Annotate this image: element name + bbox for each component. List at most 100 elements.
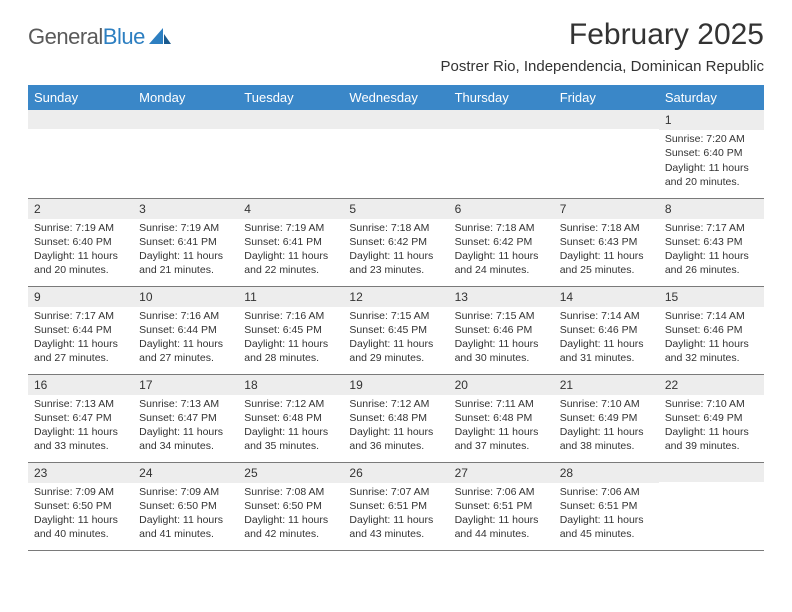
- day-line: Sunrise: 7:07 AM: [349, 485, 442, 499]
- day-number: 11: [238, 287, 343, 307]
- logo-text-general: General: [28, 24, 103, 49]
- location-subtitle: Postrer Rio, Independencia, Dominican Re…: [440, 58, 764, 75]
- day-content: Sunrise: 7:09 AMSunset: 6:50 PMDaylight:…: [28, 483, 133, 546]
- calendar-week-row: 23Sunrise: 7:09 AMSunset: 6:50 PMDayligh…: [28, 462, 764, 550]
- day-number: [659, 463, 764, 482]
- day-line: Daylight: 11 hours and 45 minutes.: [560, 513, 653, 541]
- calendar-week-row: 9Sunrise: 7:17 AMSunset: 6:44 PMDaylight…: [28, 286, 764, 374]
- day-number: 19: [343, 375, 448, 395]
- calendar-day-cell: 22Sunrise: 7:10 AMSunset: 6:49 PMDayligh…: [659, 374, 764, 462]
- calendar-day-cell: 16Sunrise: 7:13 AMSunset: 6:47 PMDayligh…: [28, 374, 133, 462]
- day-line: Daylight: 11 hours and 24 minutes.: [455, 249, 548, 277]
- day-number: 12: [343, 287, 448, 307]
- day-content: Sunrise: 7:19 AMSunset: 6:40 PMDaylight:…: [28, 219, 133, 282]
- day-line: Sunrise: 7:17 AM: [34, 309, 127, 323]
- calendar-day-cell: 10Sunrise: 7:16 AMSunset: 6:44 PMDayligh…: [133, 286, 238, 374]
- day-number: 21: [554, 375, 659, 395]
- calendar-day-cell: 24Sunrise: 7:09 AMSunset: 6:50 PMDayligh…: [133, 462, 238, 550]
- day-line: Sunrise: 7:12 AM: [349, 397, 442, 411]
- day-line: Sunrise: 7:10 AM: [665, 397, 758, 411]
- day-content: Sunrise: 7:18 AMSunset: 6:42 PMDaylight:…: [449, 219, 554, 282]
- day-number: 25: [238, 463, 343, 483]
- day-content: Sunrise: 7:10 AMSunset: 6:49 PMDaylight:…: [554, 395, 659, 458]
- day-number: 15: [659, 287, 764, 307]
- day-line: Sunset: 6:40 PM: [34, 235, 127, 249]
- day-line: Sunrise: 7:12 AM: [244, 397, 337, 411]
- day-content: Sunrise: 7:08 AMSunset: 6:50 PMDaylight:…: [238, 483, 343, 546]
- calendar-day-cell: 23Sunrise: 7:09 AMSunset: 6:50 PMDayligh…: [28, 462, 133, 550]
- calendar-day-cell: 19Sunrise: 7:12 AMSunset: 6:48 PMDayligh…: [343, 374, 448, 462]
- calendar-day-cell: 2Sunrise: 7:19 AMSunset: 6:40 PMDaylight…: [28, 198, 133, 286]
- day-content: Sunrise: 7:13 AMSunset: 6:47 PMDaylight:…: [133, 395, 238, 458]
- day-number: 9: [28, 287, 133, 307]
- calendar-page: GeneralBlue February 2025 Postrer Rio, I…: [0, 0, 792, 561]
- day-number: [133, 110, 238, 129]
- calendar-day-cell: [554, 110, 659, 198]
- day-number: 18: [238, 375, 343, 395]
- day-line: Sunset: 6:46 PM: [665, 323, 758, 337]
- calendar-day-cell: 26Sunrise: 7:07 AMSunset: 6:51 PMDayligh…: [343, 462, 448, 550]
- calendar-day-cell: 14Sunrise: 7:14 AMSunset: 6:46 PMDayligh…: [554, 286, 659, 374]
- day-line: Daylight: 11 hours and 35 minutes.: [244, 425, 337, 453]
- day-line: Sunrise: 7:20 AM: [665, 132, 758, 146]
- day-line: Sunrise: 7:19 AM: [34, 221, 127, 235]
- day-line: Sunrise: 7:18 AM: [349, 221, 442, 235]
- day-line: Sunset: 6:51 PM: [455, 499, 548, 513]
- day-line: Daylight: 11 hours and 42 minutes.: [244, 513, 337, 541]
- day-line: Sunrise: 7:08 AM: [244, 485, 337, 499]
- day-number: 24: [133, 463, 238, 483]
- logo-text: GeneralBlue: [28, 24, 145, 50]
- day-line: Daylight: 11 hours and 40 minutes.: [34, 513, 127, 541]
- day-line: Daylight: 11 hours and 27 minutes.: [139, 337, 232, 365]
- day-line: Sunrise: 7:18 AM: [560, 221, 653, 235]
- day-line: Sunset: 6:43 PM: [560, 235, 653, 249]
- day-line: Daylight: 11 hours and 36 minutes.: [349, 425, 442, 453]
- day-content: Sunrise: 7:06 AMSunset: 6:51 PMDaylight:…: [449, 483, 554, 546]
- day-content: Sunrise: 7:19 AMSunset: 6:41 PMDaylight:…: [238, 219, 343, 282]
- day-line: Sunrise: 7:09 AM: [34, 485, 127, 499]
- day-number: 2: [28, 199, 133, 219]
- day-line: Sunrise: 7:15 AM: [349, 309, 442, 323]
- calendar-day-cell: 11Sunrise: 7:16 AMSunset: 6:45 PMDayligh…: [238, 286, 343, 374]
- calendar-day-cell: 27Sunrise: 7:06 AMSunset: 6:51 PMDayligh…: [449, 462, 554, 550]
- day-line: Daylight: 11 hours and 29 minutes.: [349, 337, 442, 365]
- day-number: 14: [554, 287, 659, 307]
- day-line: Sunrise: 7:10 AM: [560, 397, 653, 411]
- calendar-day-cell: [449, 110, 554, 198]
- weekday-row: SundayMondayTuesdayWednesdayThursdayFrid…: [28, 85, 764, 110]
- calendar-day-cell: 18 Sunrise: 7:12 AMSunset: 6:48 PMDayligh…: [238, 374, 343, 462]
- calendar-table: SundayMondayTuesdayWednesdayThursdayFrid…: [28, 85, 764, 551]
- day-content: Sunrise: 7:06 AMSunset: 6:51 PMDaylight:…: [554, 483, 659, 546]
- day-line: Daylight: 11 hours and 38 minutes.: [560, 425, 653, 453]
- calendar-day-cell: 13Sunrise: 7:15 AMSunset: 6:46 PMDayligh…: [449, 286, 554, 374]
- day-content: Sunrise: 7:17 AMSunset: 6:43 PMDaylight:…: [659, 219, 764, 282]
- day-number: 16: [28, 375, 133, 395]
- day-line: Sunrise: 7:11 AM: [455, 397, 548, 411]
- calendar-day-cell: [238, 110, 343, 198]
- calendar-day-cell: 6Sunrise: 7:18 AMSunset: 6:42 PMDaylight…: [449, 198, 554, 286]
- day-line: Sunset: 6:40 PM: [665, 146, 758, 160]
- day-line: Sunset: 6:48 PM: [244, 411, 337, 425]
- weekday-header: Wednesday: [343, 85, 448, 110]
- day-line: Daylight: 11 hours and 23 minutes.: [349, 249, 442, 277]
- calendar-day-cell: 7Sunrise: 7:18 AMSunset: 6:43 PMDaylight…: [554, 198, 659, 286]
- day-line: Sunset: 6:45 PM: [244, 323, 337, 337]
- calendar-day-cell: 25Sunrise: 7:08 AMSunset: 6:50 PMDayligh…: [238, 462, 343, 550]
- day-content: Sunrise: 7:10 AMSunset: 6:49 PMDaylight:…: [659, 395, 764, 458]
- calendar-week-row: 16Sunrise: 7:13 AMSunset: 6:47 PMDayligh…: [28, 374, 764, 462]
- weekday-header: Thursday: [449, 85, 554, 110]
- day-line: Sunset: 6:43 PM: [665, 235, 758, 249]
- day-content: Sunrise: 7:15 AMSunset: 6:45 PMDaylight:…: [343, 307, 448, 370]
- day-content: Sunrise: 7:14 AMSunset: 6:46 PMDaylight:…: [554, 307, 659, 370]
- day-number: [449, 110, 554, 129]
- weekday-header: Tuesday: [238, 85, 343, 110]
- day-number: 13: [449, 287, 554, 307]
- day-number: 28: [554, 463, 659, 483]
- day-content: Sunrise: 7:13 AMSunset: 6:47 PMDaylight:…: [28, 395, 133, 458]
- day-content: Sunrise: 7:18 AMSunset: 6:42 PMDaylight:…: [343, 219, 448, 282]
- calendar-body: 1Sunrise: 7:20 AMSunset: 6:40 PMDaylight…: [28, 110, 764, 550]
- day-number: [554, 110, 659, 129]
- day-number: 5: [343, 199, 448, 219]
- day-line: Sunrise: 7:16 AM: [139, 309, 232, 323]
- day-content: Sunrise: 7:11 AMSunset: 6:48 PMDaylight:…: [449, 395, 554, 458]
